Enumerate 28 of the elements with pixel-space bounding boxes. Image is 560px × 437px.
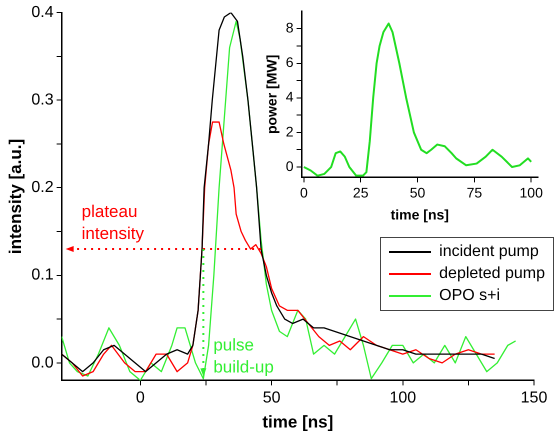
annotation: pulse build-up [213, 335, 274, 376]
x-tick-label: 75 [466, 184, 482, 201]
legend-label: OPO s+i [439, 286, 500, 306]
y-tick-label: 0.1 [31, 266, 54, 284]
x-axis-title: time [ns] [262, 412, 334, 432]
y-axis-title: intensity [a.u.] [6, 138, 25, 254]
x-tick-label: 50 [262, 389, 281, 406]
x-tick-label: 0 [300, 184, 308, 201]
y-tick-label: 0.2 [31, 179, 54, 196]
y-tick-label: 6 [286, 54, 294, 70]
y-axis-title: power [MW] [263, 54, 280, 134]
annotation: plateau intensity [82, 202, 145, 244]
y-tick-label: 8 [286, 20, 294, 36]
y-tick-label: 0 [286, 158, 294, 174]
legend-label: depleted pump [439, 264, 545, 284]
y-tick-label: 0.3 [31, 92, 54, 109]
x-tick-label: 25 [352, 184, 369, 201]
y-tick-label: 0.4 [31, 4, 54, 22]
x-tick-label: 150 [520, 389, 548, 406]
x-tick-label: 50 [410, 184, 426, 201]
y-tick-label: 2 [286, 123, 294, 140]
x-tick-label: 0 [136, 389, 145, 406]
x-axis-title: time [ns] [390, 206, 449, 222]
x-tick-label: 100 [520, 184, 544, 201]
x-tick-label: 100 [389, 389, 416, 406]
legend-label: incident pump [439, 242, 539, 262]
y-tick-label: 4 [286, 88, 294, 105]
y-tick-label: 0.0 [31, 354, 54, 372]
